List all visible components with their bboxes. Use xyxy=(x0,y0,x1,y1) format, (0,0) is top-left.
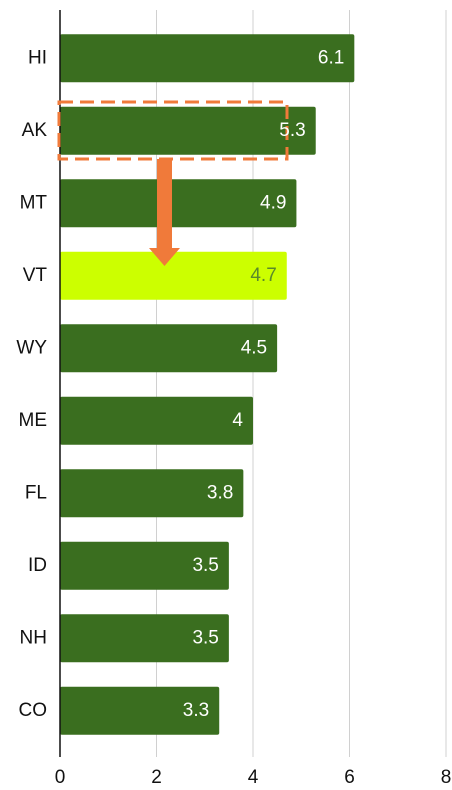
value-label: 4 xyxy=(232,410,243,431)
value-label: 3.8 xyxy=(207,482,233,503)
x-tick-label: 4 xyxy=(248,767,259,788)
value-label: 6.1 xyxy=(318,47,344,68)
y-tick-label: HI xyxy=(28,47,47,68)
bar xyxy=(60,106,316,155)
bars xyxy=(60,34,355,735)
bar xyxy=(60,541,229,590)
bar xyxy=(60,179,297,228)
value-label: 4.5 xyxy=(241,337,267,358)
arrow-shaft xyxy=(157,159,172,250)
bar xyxy=(60,396,253,445)
bar xyxy=(60,251,287,300)
y-tick-label: ID xyxy=(28,555,47,576)
value-label: 5.3 xyxy=(279,120,305,141)
bar xyxy=(60,324,278,373)
bar xyxy=(60,34,355,83)
y-tick-label: VT xyxy=(23,265,48,286)
y-tick-label: MT xyxy=(20,192,48,213)
annotation-box xyxy=(57,100,289,161)
y-tick-label: AK xyxy=(22,120,48,141)
x-tick-label: 2 xyxy=(151,767,162,788)
bar xyxy=(60,686,220,735)
x-tick-label: 0 xyxy=(55,767,66,788)
value-label: 4.9 xyxy=(260,192,286,213)
arrow-head xyxy=(149,248,180,266)
y-tick-label: WY xyxy=(16,337,47,358)
bar xyxy=(60,469,244,518)
x-tick-label: 6 xyxy=(344,767,355,788)
y-tick-label: CO xyxy=(19,700,48,721)
value-label: 3.3 xyxy=(183,700,209,721)
y-tick-label: ME xyxy=(19,410,48,431)
x-tick-label: 8 xyxy=(441,767,452,788)
value-label: 3.5 xyxy=(192,627,218,648)
value-label: 3.5 xyxy=(192,555,218,576)
y-tick-label: NH xyxy=(20,627,47,648)
annotation-arrow xyxy=(149,159,180,266)
y-tick-label: FL xyxy=(25,482,47,503)
bar xyxy=(60,614,229,663)
value-label: 4.7 xyxy=(250,265,276,286)
